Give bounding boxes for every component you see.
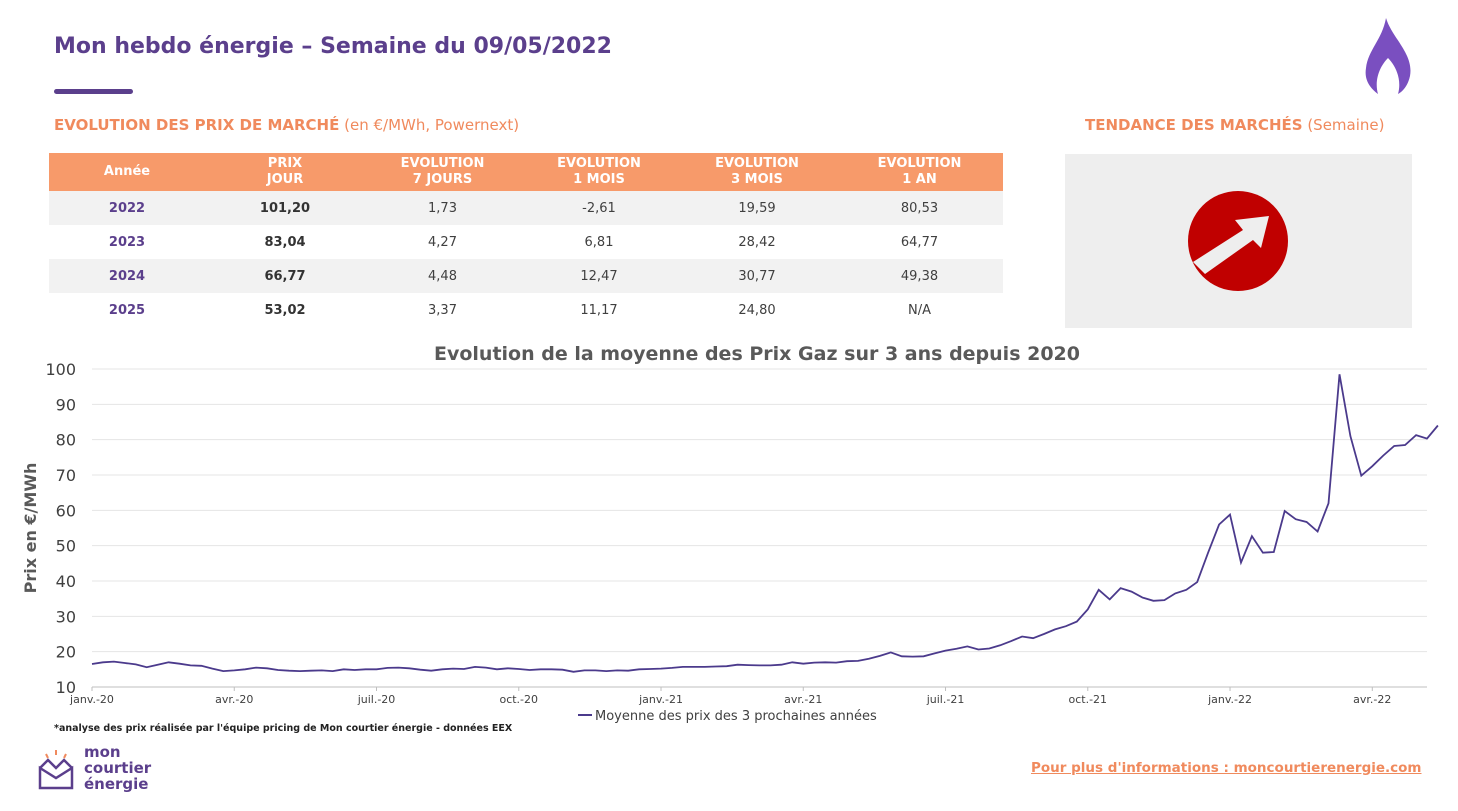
page-title: Mon hebdo énergie – Semaine du 09/05/202… — [54, 34, 612, 59]
value-cell: N/A — [908, 302, 931, 318]
logo-icon — [38, 750, 74, 790]
table-row: 2025 53,02 3,37 11,17 24,80 N/A — [49, 293, 1003, 327]
year-cell: 2025 — [108, 302, 146, 318]
year-cell: 2023 — [108, 234, 146, 250]
value-cell: 66,77 — [205, 259, 365, 293]
value-cell: -2,61 — [520, 191, 678, 225]
y-tick-label: 30 — [56, 607, 76, 626]
x-tick-label: janv.-20 — [69, 693, 114, 706]
x-tick-label: avr.-21 — [784, 693, 822, 706]
value-cell: 12,47 — [520, 259, 678, 293]
footer-link[interactable]: Pour plus d'informations : moncourtieren… — [1031, 760, 1422, 776]
y-tick-label: 90 — [56, 395, 76, 414]
value-cell: 19,59 — [678, 191, 836, 225]
logo-line: mon — [84, 743, 121, 761]
x-tick-label: juil.-20 — [357, 693, 396, 706]
header-line: EVOLUTION — [400, 156, 485, 171]
x-tick-label: janv.-22 — [1207, 693, 1252, 706]
y-tick-label: 20 — [56, 643, 76, 662]
x-tick-label: avr.-22 — [1353, 693, 1391, 706]
logo-line: énergie — [84, 775, 149, 793]
trend-title: TENDANCE DES MARCHÉS — [1085, 116, 1303, 134]
header-line: 1 AN — [902, 172, 937, 187]
title-underline — [54, 89, 133, 94]
market-subtitle: (en €/MWh, Powernext) — [344, 116, 520, 134]
column-header: EVOLUTION 7 JOURS — [365, 153, 520, 191]
value-cell: 6,81 — [584, 234, 614, 250]
value-cell: 80,53 — [836, 191, 1003, 225]
table-row: 2023 83,04 4,27 6,81 28,42 64,77 — [49, 225, 1003, 259]
year-cell: 2024 — [49, 259, 205, 293]
chart: Evolution de la moyenne des Prix Gaz sur… — [21, 343, 1439, 724]
column-header: PRIX JOUR — [205, 153, 365, 191]
x-tick-label: juil.-21 — [926, 693, 965, 706]
trend-heading: TENDANCE DES MARCHÉS (Semaine) — [1085, 116, 1385, 134]
x-tick-label: avr.-20 — [215, 693, 253, 706]
value-cell: 3,37 — [428, 302, 457, 318]
value-cell: 101,20 — [205, 191, 365, 225]
value-cell: 64,77 — [900, 234, 939, 250]
table-row: 2024 66,77 4,48 12,47 30,77 49,38 — [49, 259, 1003, 293]
value-cell: 83,04 — [264, 234, 306, 250]
header-line: Année — [103, 164, 151, 179]
header-line: 3 MOIS — [731, 172, 783, 187]
y-tick-label: 80 — [56, 431, 76, 450]
column-header: EVOLUTION 3 MOIS — [678, 153, 836, 191]
x-tick-label: oct.-21 — [1068, 693, 1107, 706]
header-line: JOUR — [266, 172, 304, 187]
legend-label: Moyenne des prix des 3 prochaines années — [595, 709, 877, 724]
column-header: EVOLUTION 1 AN — [836, 153, 1003, 191]
value-cell: 49,38 — [836, 259, 1003, 293]
y-tick-label: 70 — [56, 466, 76, 485]
year-cell: 2022 — [49, 191, 205, 225]
line-series — [91, 374, 1439, 673]
column-header: Année — [49, 153, 205, 191]
header-line: EVOLUTION — [715, 156, 799, 171]
price-table: Année PRIX JOUR EVOLUTION 7 JOURS EVOLUTION 1 … — [49, 153, 1003, 327]
value-cell: 30,77 — [678, 259, 836, 293]
header-line: PRIX — [267, 156, 303, 171]
header-line: 7 JOURS — [412, 172, 473, 187]
value-cell: 4,48 — [365, 259, 520, 293]
trend-box — [1065, 154, 1412, 328]
value-cell: 53,02 — [264, 302, 306, 318]
footnote: *analyse des prix réalisée par l'équipe … — [54, 723, 513, 734]
header-line: EVOLUTION — [877, 156, 962, 171]
y-tick-label: 50 — [56, 537, 76, 556]
header-line: EVOLUTION — [557, 156, 641, 171]
column-header: EVOLUTION 1 MOIS — [520, 153, 678, 191]
y-axis-label: Prix en €/MWh — [21, 463, 40, 594]
chart-title: Evolution de la moyenne des Prix Gaz sur… — [434, 343, 1080, 365]
table-row: 2022 101,20 1,73 -2,61 19,59 80,53 — [49, 191, 1003, 225]
x-tick-label: oct.-20 — [499, 693, 538, 706]
y-tick-label: 60 — [56, 501, 76, 520]
value-cell: 28,42 — [738, 234, 776, 250]
logo-line: courtier — [84, 759, 152, 777]
logo-text: mon courtier énergie — [84, 744, 151, 792]
market-title: EVOLUTION DES PRIX DE MARCHÉ — [54, 116, 340, 134]
value-cell: 24,80 — [738, 302, 776, 318]
header-row: Année PRIX JOUR EVOLUTION 7 JOURS EVOLUTION 1 … — [49, 153, 1003, 191]
value-cell: 1,73 — [365, 191, 520, 225]
flame-icon — [1365, 18, 1411, 94]
value-cell: 11,17 — [580, 302, 618, 318]
trend-subtitle: (Semaine) — [1307, 116, 1385, 134]
y-tick-label: 40 — [56, 572, 76, 591]
y-tick-label: 10 — [56, 678, 76, 697]
trend-arrow — [1188, 191, 1288, 291]
x-tick-label: janv.-21 — [638, 693, 683, 706]
header-line: 1 MOIS — [573, 172, 625, 187]
market-heading: EVOLUTION DES PRIX DE MARCHÉ (en €/MWh, … — [54, 116, 519, 134]
y-tick-label: 100 — [45, 360, 76, 379]
value-cell: 4,27 — [428, 234, 457, 250]
